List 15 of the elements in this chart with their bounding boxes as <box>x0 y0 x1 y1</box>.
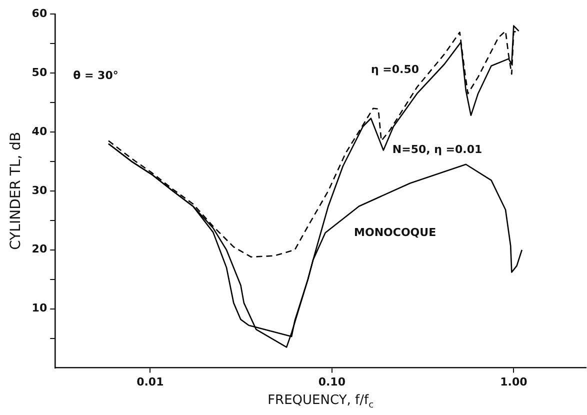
y-tick-label: 60 <box>32 6 48 20</box>
series-label: MONOCOQUE <box>354 226 436 240</box>
y-tick-label: 40 <box>32 124 48 138</box>
series-label: η =0.50 <box>371 62 420 76</box>
x-axis-title: FREQUENCY, f/f$_{c}$ <box>268 393 374 411</box>
y-tick-label: 30 <box>32 184 48 197</box>
x-tick-label: 0.01 <box>136 375 164 388</box>
annotation: θ = 30° <box>73 68 118 82</box>
y-tick-label: 20 <box>32 242 48 256</box>
y-tick-label: 10 <box>32 302 48 315</box>
x-tick-label: 1.00 <box>500 375 528 388</box>
y-tick-label: 50 <box>32 66 48 79</box>
series-label: N=50, η =0.01 <box>392 143 482 156</box>
x-tick-label: 0.10 <box>318 375 346 388</box>
y-axis-title: CYLINDER TL, dB <box>8 132 24 250</box>
